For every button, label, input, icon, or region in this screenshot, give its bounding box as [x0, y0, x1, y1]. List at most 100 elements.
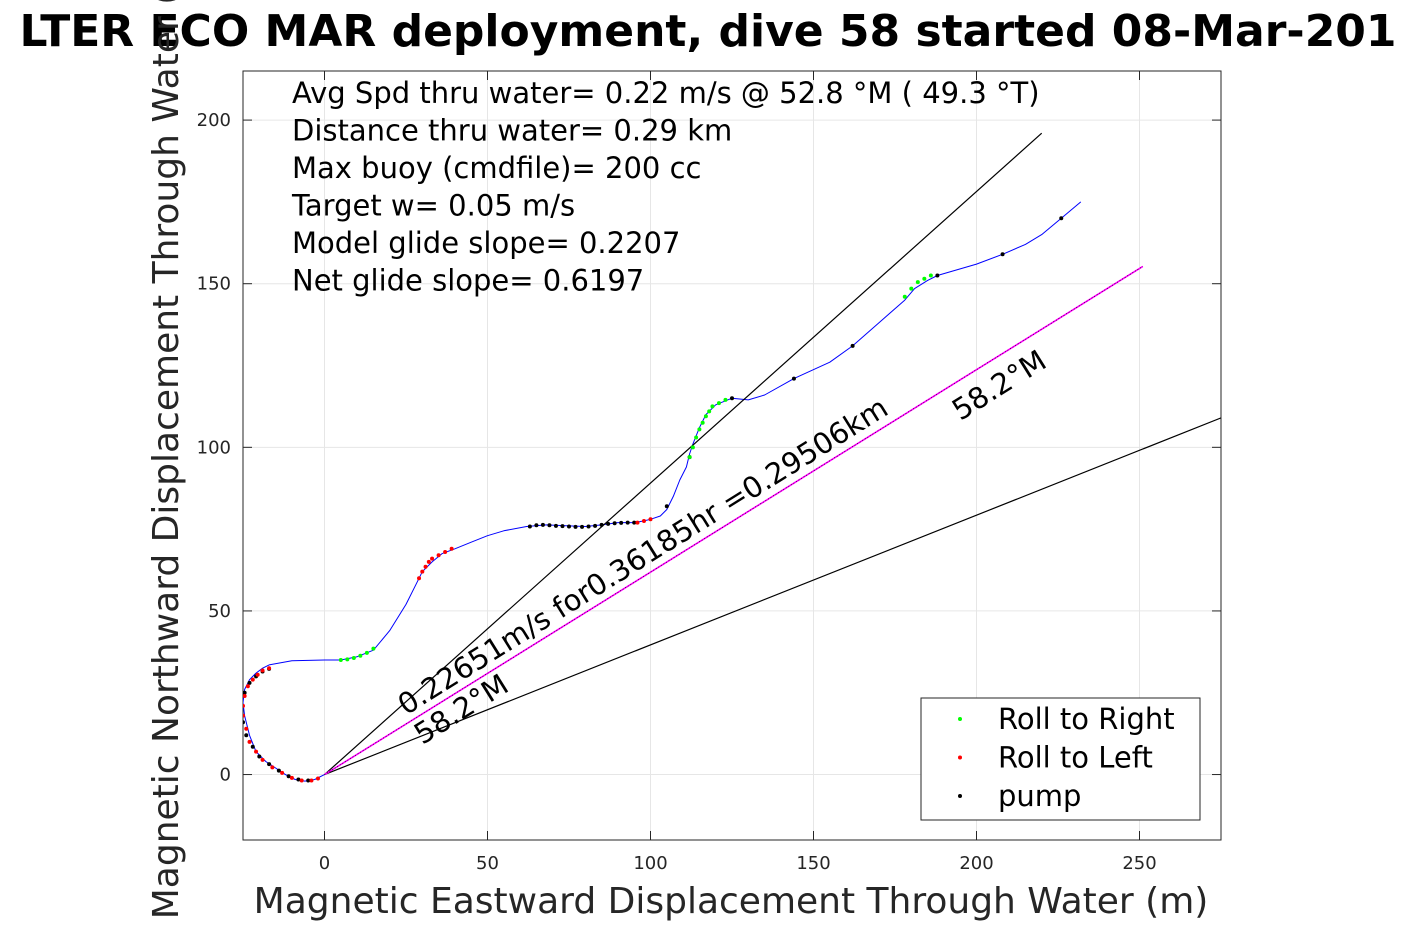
x-tick-label: 250: [1122, 853, 1156, 874]
stats-line: Max buoy (cmdfile)= 200 cc: [292, 151, 701, 185]
point-pump: [791, 376, 796, 381]
grid: [243, 71, 1221, 840]
point-roll-to-right: [697, 427, 702, 432]
point-roll-to-left: [426, 559, 431, 564]
point-pump: [599, 522, 604, 527]
plot-frame: [242, 70, 1222, 841]
point-roll-to-left: [280, 770, 285, 775]
point-pump: [306, 778, 311, 783]
point-roll-to-right: [922, 276, 927, 281]
stats-line: Net glide slope= 0.6197: [292, 264, 644, 298]
legend-marker: [958, 794, 962, 798]
legend-marker: [958, 755, 962, 760]
point-pump: [547, 523, 552, 528]
legend-box: [920, 697, 1201, 821]
point-roll-to-left: [315, 776, 320, 781]
point-pump: [527, 524, 532, 529]
series-line-net-glide: [324, 265, 1144, 776]
point-roll-to-right: [351, 656, 356, 661]
point-pump: [567, 524, 571, 529]
point-pump: [247, 680, 252, 685]
series-line-reference-lower: [324, 417, 1221, 776]
point-roll-to-left: [247, 739, 252, 744]
point-roll-to-right: [358, 653, 363, 658]
point-roll-to-right: [723, 397, 728, 402]
y-tick-label: 150: [197, 274, 231, 295]
point-pump: [625, 520, 630, 525]
point-pump: [276, 768, 281, 773]
point-roll-to-right: [694, 435, 699, 440]
point-roll-to-right: [364, 650, 369, 655]
point-roll-to-left: [254, 749, 259, 754]
point-roll-to-left: [260, 757, 265, 762]
point-roll-to-left: [250, 677, 255, 682]
point-roll-to-right: [928, 273, 933, 278]
point-roll-to-left: [309, 778, 314, 783]
legend: Roll to Right Roll to Left pump: [920, 697, 1201, 821]
point-pump: [267, 762, 272, 767]
legend-marker: [958, 717, 962, 721]
x-tick-label: 100: [633, 853, 667, 874]
stats-block: Avg Spd thru water= 0.22 m/s @ 52.8 °M (…: [291, 76, 1040, 298]
point-roll-to-left: [648, 517, 653, 522]
point-roll-to-right: [371, 646, 376, 651]
x-axis-label: Magnetic Eastward Displacement Through W…: [254, 881, 1209, 922]
point-roll-to-left: [289, 775, 294, 780]
stats-line: Avg Spd thru water= 0.22 m/s @ 52.8 °M (…: [292, 76, 1040, 110]
point-roll-to-left: [430, 556, 435, 561]
point-roll-to-left: [243, 703, 245, 708]
y-tick-label: 50: [208, 601, 231, 622]
point-roll-to-right: [915, 280, 920, 285]
point-roll-to-left: [299, 778, 304, 783]
point-pump: [286, 774, 291, 779]
x-tick-label: 0: [319, 853, 330, 874]
point-roll-to-left: [635, 520, 640, 525]
x-tick-label: 150: [796, 853, 830, 874]
point-roll-to-left: [443, 550, 448, 555]
point-pump: [619, 520, 624, 525]
point-roll-to-left: [245, 684, 250, 689]
stats-line: Target w= 0.05 m/s: [291, 189, 575, 223]
y-tick-label: 100: [197, 437, 231, 458]
point-pump: [1059, 216, 1064, 221]
point-roll-to-left: [244, 726, 249, 731]
point-pump: [573, 524, 578, 529]
point-roll-to-right: [690, 445, 695, 450]
point-pump: [257, 754, 262, 759]
stats-line: Distance thru water= 0.29 km: [292, 114, 732, 148]
point-roll-to-left: [423, 564, 428, 569]
plot-area: [243, 132, 1221, 783]
point-pump: [540, 522, 545, 527]
point-roll-to-left: [449, 546, 454, 551]
point-pump: [850, 343, 855, 348]
x-tick-label: 50: [476, 853, 499, 874]
point-roll-to-right: [345, 657, 350, 662]
point-roll-to-left: [243, 713, 245, 718]
point-roll-to-left: [255, 672, 260, 677]
point-pump: [243, 690, 247, 695]
point-roll-to-left: [260, 668, 265, 673]
point-pump: [606, 521, 611, 526]
point-pump: [632, 520, 637, 525]
point-roll-to-left: [270, 765, 275, 770]
point-pump: [612, 521, 617, 526]
legend-label: Roll to Right: [998, 702, 1175, 736]
point-roll-to-right: [687, 455, 692, 460]
point-pump: [1000, 252, 1005, 257]
point-pump: [250, 744, 255, 749]
point-roll-to-right: [902, 294, 907, 299]
point-roll-to-right: [338, 658, 343, 663]
stats-line: Model glide slope= 0.2207: [292, 226, 680, 260]
point-pump: [243, 720, 245, 725]
series-line-reference-upper: [324, 132, 1043, 776]
point-roll-to-right: [703, 414, 708, 419]
point-pump: [534, 523, 539, 528]
y-tick-label: 0: [220, 765, 231, 786]
point-roll-to-left: [417, 576, 422, 581]
y-axis-label: Magnetic Northward Displacement Through …: [146, 0, 187, 919]
point-roll-to-right: [909, 286, 914, 291]
x-tick-label: 200: [959, 853, 993, 874]
legend-label: pump: [998, 779, 1081, 813]
point-roll-to-left: [267, 666, 272, 671]
